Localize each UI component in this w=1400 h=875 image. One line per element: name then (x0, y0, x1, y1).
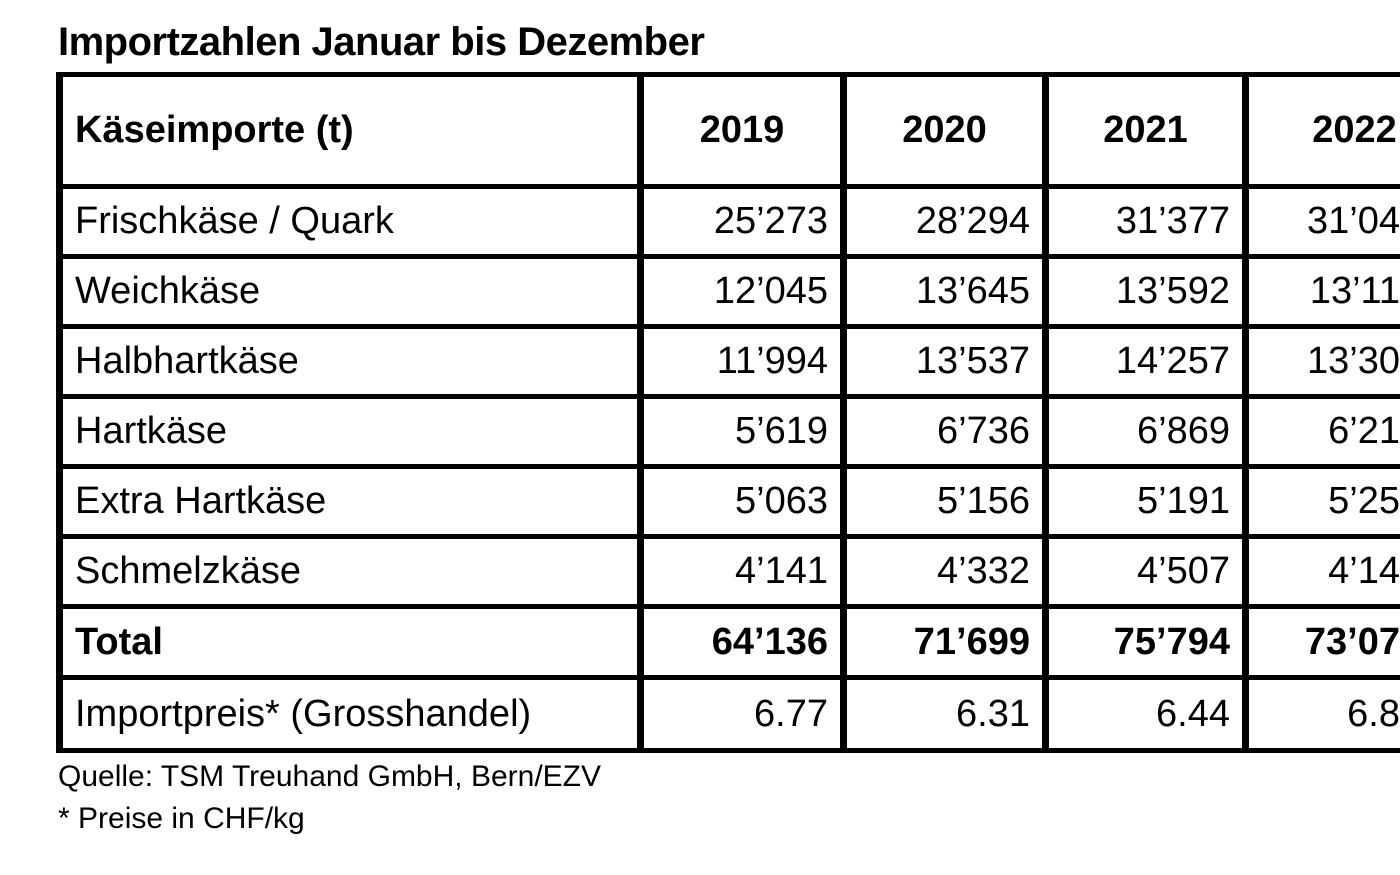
row-label-total: Total (56, 604, 644, 680)
cell-value-clipped: 5’25 (1242, 464, 1400, 539)
cell-value: 6.31 (840, 675, 1049, 753)
cell-value-total: 75’794 (1042, 604, 1249, 680)
cell-value: 13’592 (1042, 254, 1249, 329)
table-header-row: Käseimporte (t) 2019 2020 2021 2022 (56, 72, 1400, 189)
row-label: Extra Hartkäse (56, 464, 644, 539)
header-cell-2022: 2022 (1242, 72, 1400, 189)
cell-value: 28’294 (840, 184, 1049, 259)
table-row-total: Total 64’136 71’699 75’794 73’07 (56, 604, 1400, 680)
table-row-extra-hartkaese: Extra Hartkäse 5’063 5’156 5’191 5’25 (56, 464, 1400, 539)
cell-value: 6.77 (637, 675, 847, 753)
table-row-frischkaese-quark: Frischkäse / Quark 25’273 28’294 31’377 … (56, 184, 1400, 259)
cell-value: 25’273 (637, 184, 847, 259)
import-table: Käseimporte (t) 2019 2020 2021 2022 Fris… (56, 72, 1400, 753)
cell-value-clipped: 13’11 (1242, 254, 1400, 329)
cell-value-clipped: 6’21 (1242, 394, 1400, 469)
row-label: Frischkäse / Quark (56, 184, 644, 259)
import-table-container: Käseimporte (t) 2019 2020 2021 2022 Fris… (56, 72, 1400, 753)
row-label: Weichkäse (56, 254, 644, 329)
table-row-schmelzkaese: Schmelzkäse 4’141 4’332 4’507 4’14 (56, 534, 1400, 609)
cell-value-clipped: 4’14 (1242, 534, 1400, 609)
row-label: Schmelzkäse (56, 534, 644, 609)
table-row-importpreis: Importpreis* (Grosshandel) 6.77 6.31 6.4… (56, 675, 1400, 753)
cell-value: 6’736 (840, 394, 1049, 469)
cell-value-total: 71’699 (840, 604, 1049, 680)
cell-value: 14’257 (1042, 324, 1249, 399)
cell-value: 5’063 (637, 464, 847, 539)
table-row-hartkaese: Hartkäse 5’619 6’736 6’869 6’21 (56, 394, 1400, 469)
cell-value: 13’645 (840, 254, 1049, 329)
header-cell-2021: 2021 (1042, 72, 1249, 189)
cell-value: 6’869 (1042, 394, 1249, 469)
cell-value: 5’156 (840, 464, 1049, 539)
cell-value: 4’332 (840, 534, 1049, 609)
table-row-weichkaese: Weichkäse 12’045 13’645 13’592 13’11 (56, 254, 1400, 329)
cell-value-clipped: 13’30 (1242, 324, 1400, 399)
cell-value-clipped: 31’04 (1242, 184, 1400, 259)
page-title: Importzahlen Januar bis Dezember (58, 20, 705, 64)
table-footnotes: Quelle: TSM Treuhand GmbH, Bern/EZV * Pr… (58, 756, 601, 840)
cell-value: 6.44 (1042, 675, 1249, 753)
cell-value: 13’537 (840, 324, 1049, 399)
cell-value: 4’507 (1042, 534, 1249, 609)
cell-value-total-clipped: 73’07 (1242, 604, 1400, 680)
cell-value: 31’377 (1042, 184, 1249, 259)
row-label: Halbhartkäse (56, 324, 644, 399)
row-label: Hartkäse (56, 394, 644, 469)
table-row-halbhartkaese: Halbhartkäse 11’994 13’537 14’257 13’30 (56, 324, 1400, 399)
cell-value: 5’619 (637, 394, 847, 469)
price-unit-note: * Preise in CHF/kg (58, 802, 305, 835)
cell-value: 5’191 (1042, 464, 1249, 539)
cell-value-total: 64’136 (637, 604, 847, 680)
source-note: Quelle: TSM Treuhand GmbH, Bern/EZV (58, 760, 602, 793)
header-cell-category: Käseimporte (t) (56, 72, 644, 189)
cell-value: 12’045 (637, 254, 847, 329)
header-cell-2020: 2020 (840, 72, 1049, 189)
cell-value: 11’994 (637, 324, 847, 399)
cell-value-clipped: 6.8 (1242, 675, 1400, 753)
cell-value: 4’141 (637, 534, 847, 609)
row-label: Importpreis* (Grosshandel) (56, 675, 644, 753)
header-cell-2019: 2019 (637, 72, 847, 189)
